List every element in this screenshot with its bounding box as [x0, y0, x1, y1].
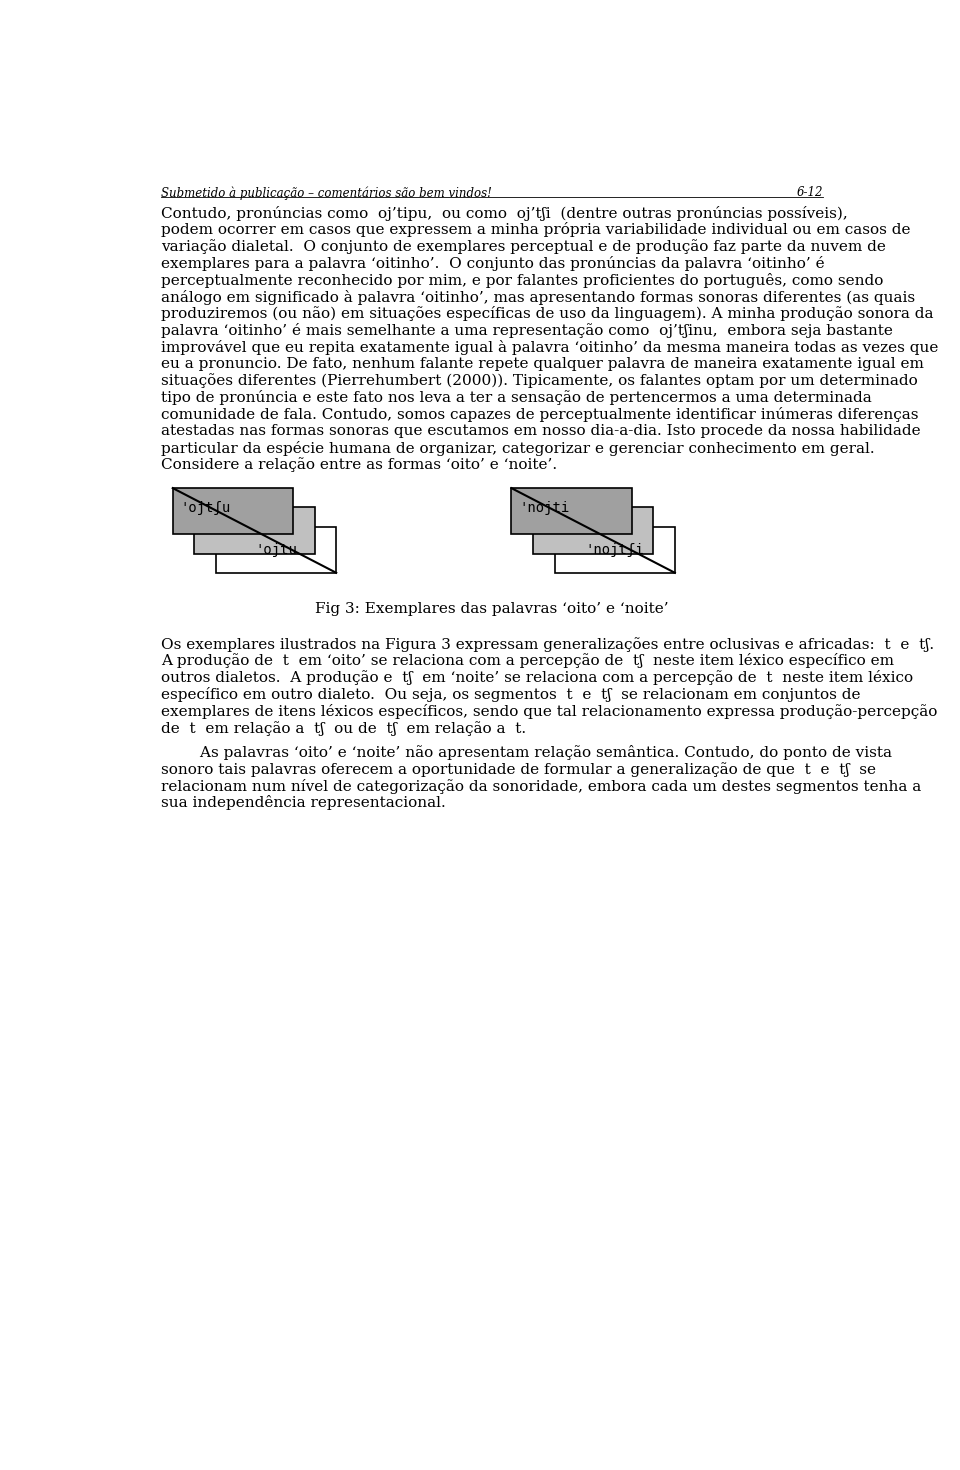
Text: Submetido à publicação – comentários são bem vindos!: Submetido à publicação – comentários são…	[161, 187, 492, 200]
Polygon shape	[512, 488, 632, 534]
Text: comunidade de fala. Contudo, somos capazes de perceptualmente identificar inúmer: comunidade de fala. Contudo, somos capaz…	[161, 407, 919, 422]
Text: A produção de  t  em ‘oito’ se relaciona com a percepção de  tʃ  neste item léxi: A produção de t em ‘oito’ se relaciona c…	[161, 654, 894, 669]
Text: Considere a relação entre as formas ‘oito’ e ‘noite’.: Considere a relação entre as formas ‘oit…	[161, 457, 557, 472]
Text: 'nojti: 'nojti	[519, 500, 569, 514]
Text: tipo de pronúncia e este fato nos leva a ter a sensação de pertencermos a uma de: tipo de pronúncia e este fato nos leva a…	[161, 391, 872, 406]
Text: eu a pronuncio. De fato, nenhum falante repete qualquer palavra de maneira exata: eu a pronuncio. De fato, nenhum falante …	[161, 357, 924, 370]
Text: análogo em significado à palavra ‘oitinho’, mas apresentando formas sonoras dife: análogo em significado à palavra ‘oitinh…	[161, 290, 915, 304]
Text: particular da espécie humana de organizar, categorizar e gerenciar conhecimento : particular da espécie humana de organiza…	[161, 441, 875, 456]
Text: 'nojtʃi: 'nojtʃi	[586, 542, 644, 557]
Text: Os exemplares ilustrados na Figura 3 expressam generalizações entre oclusivas e : Os exemplares ilustrados na Figura 3 exp…	[161, 637, 934, 651]
Text: específico em outro dialeto.  Ou seja, os segmentos  t  e  tʃ  se relacionam em : específico em outro dialeto. Ou seja, os…	[161, 686, 860, 703]
Text: exemplares de itens léxicos específicos, sendo que tal relacionamento expressa p: exemplares de itens léxicos específicos,…	[161, 704, 938, 719]
Polygon shape	[533, 507, 653, 554]
Text: outros dialetos.  A produção e  tʃ  em ‘noite’ se relaciona com a percepção de  : outros dialetos. A produção e tʃ em ‘noi…	[161, 670, 913, 685]
Text: situações diferentes (Pierrehumbert (2000)). Tipicamente, os falantes optam por : situações diferentes (Pierrehumbert (200…	[161, 373, 918, 388]
Text: de  t  em relação a  tʃ  ou de  tʃ  em relação a  t.: de t em relação a tʃ ou de tʃ em relação…	[161, 720, 526, 735]
Text: podem ocorrer em casos que expressem a minha própria variabilidade individual ou: podem ocorrer em casos que expressem a m…	[161, 222, 911, 238]
Text: improvável que eu repita exatamente igual à palavra ‘oitinho’ da mesma maneira t: improvável que eu repita exatamente igua…	[161, 340, 939, 354]
Text: 'ojtu: 'ojtu	[255, 542, 297, 557]
Text: exemplares para a palavra ‘oitinho’.  O conjunto das pronúncias da palavra ‘oiti: exemplares para a palavra ‘oitinho’. O c…	[161, 256, 825, 270]
Text: palavra ‘oitinho’ é mais semelhante a uma representação como  oj’tʃinu,  embora : palavra ‘oitinho’ é mais semelhante a um…	[161, 323, 893, 338]
Text: atestadas nas formas sonoras que escutamos em nosso dia-a-dia. Isto procede da n: atestadas nas formas sonoras que escutam…	[161, 423, 921, 438]
Text: relacionam num nível de categorização da sonoridade, embora cada um destes segme: relacionam num nível de categorização da…	[161, 779, 922, 794]
Text: perceptualmente reconhecido por mim, e por falantes proficientes do português, c: perceptualmente reconhecido por mim, e p…	[161, 273, 883, 288]
Text: sua independência representacional.: sua independência representacional.	[161, 795, 445, 810]
Text: produziremos (ou não) em situações específicas de uso da linguagem). A minha pro: produziremos (ou não) em situações espec…	[161, 306, 933, 322]
Text: sonoro tais palavras oferecem a oportunidade de formular a generalização de que : sonoro tais palavras oferecem a oportuni…	[161, 761, 876, 776]
Text: 'ojtʃu: 'ojtʃu	[180, 500, 230, 514]
Text: 6-12: 6-12	[797, 187, 823, 200]
Polygon shape	[194, 507, 315, 554]
Text: Fig 3: Exemplares das palavras ‘oito’ e ‘noite’: Fig 3: Exemplares das palavras ‘oito’ e …	[315, 603, 669, 616]
Text: variação dialetal.  O conjunto de exemplares perceptual e de produção faz parte : variação dialetal. O conjunto de exempla…	[161, 240, 886, 254]
Polygon shape	[216, 526, 336, 573]
Polygon shape	[555, 526, 675, 573]
Text: Contudo, pronúncias como  oj’tipu,  ou como  oj’tʃi  (dentre outras pronúncias p: Contudo, pronúncias como oj’tipu, ou com…	[161, 206, 848, 220]
Polygon shape	[173, 488, 293, 534]
Text: As palavras ‘oito’ e ‘noite’ não apresentam relação semântica. Contudo, do ponto: As palavras ‘oito’ e ‘noite’ não apresen…	[161, 745, 892, 760]
